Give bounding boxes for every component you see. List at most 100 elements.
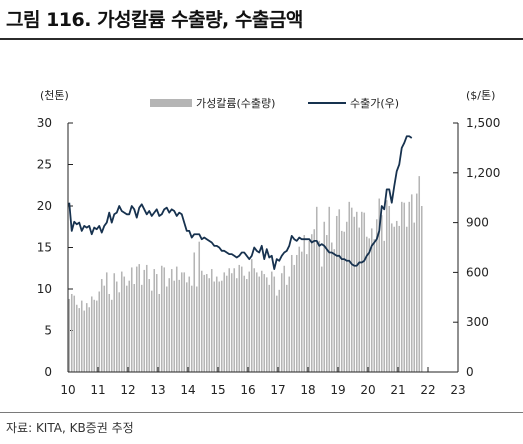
y-right-tick-label: 1,500: [466, 116, 500, 130]
bar-export-volume: [378, 198, 381, 372]
bar-export-volume: [408, 201, 411, 372]
legend-line-label: 수출가(우): [350, 97, 399, 110]
bar-export-volume: [268, 284, 271, 372]
bar-export-volume: [410, 194, 413, 372]
bar-export-volume: [215, 276, 218, 372]
bar-export-volume: [225, 275, 228, 372]
y-left-tick-label: 25: [37, 158, 52, 172]
bar-export-volume: [295, 254, 298, 372]
bar-export-volume: [265, 277, 268, 372]
bar-export-volume: [80, 300, 83, 372]
bar-export-volume: [163, 267, 166, 372]
bar-export-volume: [370, 228, 373, 372]
x-tick-label: 10: [60, 383, 75, 397]
bar-export-volume: [315, 206, 318, 372]
x-tick-label: 15: [210, 383, 225, 397]
bar-export-volume: [245, 279, 248, 372]
bar-export-volume: [373, 239, 376, 372]
bar-export-volume: [115, 281, 118, 372]
bar-export-volume: [340, 230, 343, 372]
bar-export-volume: [228, 268, 231, 372]
y-left-tick-label: 10: [37, 282, 52, 296]
bar-export-volume: [353, 216, 356, 372]
bar-export-volume: [325, 235, 328, 372]
bar-export-volume: [255, 272, 258, 372]
bar-export-volume: [338, 209, 341, 372]
bar-export-volume: [403, 202, 406, 372]
bar-export-volume: [290, 254, 293, 372]
bar-export-volume: [198, 241, 201, 372]
bar-export-volume: [98, 291, 101, 372]
bar-export-volume: [200, 270, 203, 372]
page-title: 그림 116. 가성칼륨 수출량, 수출금액: [6, 9, 303, 31]
x-tick-label: 12: [120, 383, 135, 397]
bar-export-volume: [375, 219, 378, 372]
bar-export-volume: [185, 282, 188, 372]
legend-bar-swatch: [150, 99, 192, 107]
bar-export-volume: [420, 206, 423, 372]
bar-export-volume: [90, 296, 93, 372]
bar-export-volume: [283, 265, 286, 372]
bar-export-volume: [293, 264, 296, 372]
bar-export-volume: [195, 286, 198, 372]
bar-export-volume: [168, 278, 171, 372]
bar-export-volume: [130, 267, 133, 372]
bar-export-volume: [405, 226, 408, 372]
bar-export-volume: [323, 221, 326, 372]
y-left-tick-label: 30: [37, 116, 52, 130]
bar-export-volume: [358, 227, 361, 372]
bar-export-volume: [320, 266, 323, 372]
bar-export-volume: [355, 211, 358, 372]
bar-export-volume: [165, 286, 168, 372]
bar-export-volume: [243, 275, 246, 372]
line-layer: [68, 135, 413, 270]
bar-export-volume: [400, 201, 403, 372]
bar-export-volume: [328, 206, 331, 372]
x-tick-label: 17: [270, 383, 285, 397]
y-right-axis-label: ($/톤): [466, 89, 495, 102]
bar-export-volume: [150, 290, 153, 372]
y-left-axis-label: (천톤): [40, 88, 69, 102]
bar-export-volume: [383, 240, 386, 372]
axis-layer: [67, 123, 459, 373]
x-tick-label: 19: [330, 383, 345, 397]
bar-export-volume: [95, 300, 98, 372]
x-tick-label: 11: [90, 383, 105, 397]
bar-export-volume: [88, 307, 91, 372]
bar-export-volume: [213, 281, 216, 372]
legend-bar-label: 가성칼륨(수출량): [196, 97, 275, 110]
bar-export-volume: [203, 274, 206, 372]
bar-export-volume: [380, 215, 383, 372]
bar-export-volume: [413, 222, 416, 372]
bar-export-volume: [123, 276, 126, 372]
bar-export-volume: [155, 274, 158, 372]
x-tick-label: 13: [150, 383, 165, 397]
bar-export-volume: [280, 273, 283, 372]
bar-export-volume: [308, 240, 311, 372]
bar-export-volume: [160, 265, 163, 372]
y-left-tick-label: 15: [37, 241, 52, 255]
bar-export-volume: [173, 280, 176, 372]
bar-export-volume: [143, 269, 146, 372]
bar-export-volume: [223, 272, 226, 372]
x-tick-label: 20: [360, 383, 375, 397]
bar-export-volume: [120, 271, 123, 372]
bar-export-volume: [190, 285, 193, 372]
title-rule: [0, 38, 523, 40]
bar-export-volume: [135, 266, 138, 372]
bar-export-volume: [193, 252, 196, 372]
bar-export-volume: [388, 206, 391, 372]
line-export-price: [68, 135, 413, 270]
bar-export-volume: [105, 272, 108, 372]
bar-export-volume: [210, 269, 213, 372]
bar-export-volume: [128, 280, 131, 372]
bar-export-volume: [170, 269, 173, 372]
bar-export-volume: [78, 308, 81, 372]
bottom-rule: [0, 412, 523, 413]
y-right-tick-label: 900: [466, 216, 489, 230]
y-left-tick-label: 5: [44, 324, 52, 338]
bar-export-volume: [238, 264, 241, 372]
bar-export-volume: [218, 281, 221, 372]
bar-export-volume: [220, 280, 223, 372]
bar-export-volume: [70, 293, 73, 372]
